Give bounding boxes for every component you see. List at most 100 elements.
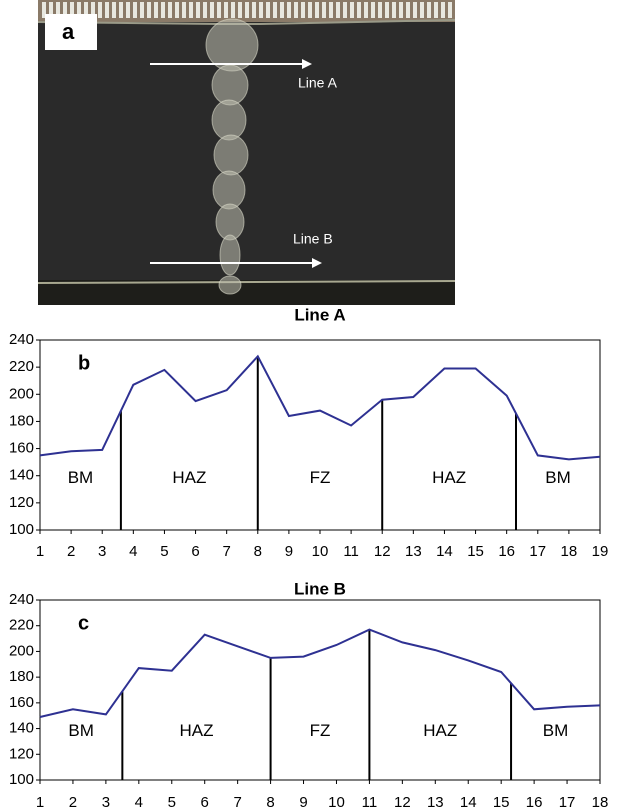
x-tick-label: 4 xyxy=(129,543,137,560)
x-tick-label: 2 xyxy=(69,794,77,811)
ruler-tick xyxy=(98,2,102,18)
y-tick-label: 160 xyxy=(9,694,34,711)
x-tick-label: 11 xyxy=(343,543,359,560)
ruler-tick xyxy=(343,2,347,18)
annotation: Line B xyxy=(293,231,333,247)
ruler-tick xyxy=(182,2,186,18)
label-box xyxy=(45,14,97,50)
ruler-ticks xyxy=(42,2,452,18)
ruler-tick xyxy=(42,2,46,18)
ruler-tick xyxy=(70,2,74,18)
ruler-tick xyxy=(210,2,214,18)
y-tick-label: 140 xyxy=(9,720,34,737)
x-tick-label: 8 xyxy=(254,543,262,560)
ruler-tick xyxy=(287,2,291,18)
x-tick-label: 14 xyxy=(460,794,477,811)
ruler-tick xyxy=(350,2,354,18)
arrowhead xyxy=(302,59,312,69)
ruler-tick xyxy=(133,2,137,18)
ruler-tick xyxy=(371,2,375,18)
y-tick-label: 200 xyxy=(9,385,34,402)
ruler-tick xyxy=(280,2,284,18)
x-tick-label: 17 xyxy=(559,794,576,811)
x-tick-label: 10 xyxy=(328,794,345,811)
x-tick-label: 5 xyxy=(160,543,168,560)
y-tick-label: 120 xyxy=(9,494,34,511)
x-tick-label: 10 xyxy=(312,543,329,560)
ruler-tick xyxy=(315,2,319,18)
ruler-tick xyxy=(336,2,340,18)
y-tick-label: 120 xyxy=(9,745,34,762)
ruler-tick xyxy=(112,2,116,18)
ruler-tick xyxy=(392,2,396,18)
data-line xyxy=(39,354,601,461)
ruler-tick xyxy=(406,2,410,18)
ruler-tick xyxy=(378,2,382,18)
ruler-tick xyxy=(252,2,256,18)
zone-label: HAZ xyxy=(172,468,206,487)
ruler-tick xyxy=(119,2,123,18)
ruler-tick xyxy=(231,2,235,18)
ruler-tick xyxy=(189,2,193,18)
weld-pass xyxy=(211,64,249,106)
chart-title: Line B xyxy=(294,579,346,598)
x-tick-label: 18 xyxy=(561,543,578,560)
ruler-tick xyxy=(329,2,333,18)
panel-label: b xyxy=(78,352,90,374)
zone-label: BM xyxy=(68,721,94,740)
x-tick-label: 2 xyxy=(67,543,75,560)
zone-label: HAZ xyxy=(432,468,466,487)
ruler-tick xyxy=(91,2,95,18)
ruler-tick xyxy=(301,2,305,18)
plate-edge xyxy=(37,280,456,284)
y-tick-label: 220 xyxy=(9,617,34,634)
ruler-tick xyxy=(413,2,417,18)
ruler-tick xyxy=(77,2,81,18)
weld-bead xyxy=(205,18,259,295)
ruler-tick xyxy=(273,2,277,18)
ruler-tick xyxy=(63,2,67,18)
x-tick-label: 16 xyxy=(498,543,515,560)
zone-label: FZ xyxy=(310,721,331,740)
data-line xyxy=(39,628,601,718)
y-tick-label: 140 xyxy=(9,467,34,484)
plate-bottom xyxy=(38,280,455,305)
ruler-tick xyxy=(238,2,242,18)
x-tick-label: 15 xyxy=(467,543,484,560)
weld-pass xyxy=(212,170,246,210)
x-tick-label: 7 xyxy=(233,794,241,811)
ruler-tick xyxy=(245,2,249,18)
x-tick-label: 3 xyxy=(98,543,106,560)
panel-label: a xyxy=(62,19,75,44)
ruler-tick xyxy=(154,2,158,18)
zone-label: BM xyxy=(68,468,94,487)
zone-label: FZ xyxy=(310,468,331,487)
ruler-tick xyxy=(105,2,109,18)
ruler-tick xyxy=(196,2,200,18)
ruler-tick xyxy=(399,2,403,18)
ruler-tick xyxy=(441,2,445,18)
y-tick-label: 100 xyxy=(9,521,34,538)
ruler-tick xyxy=(427,2,431,18)
ruler-tick xyxy=(224,2,228,18)
ruler-tick xyxy=(84,2,88,18)
y-tick-label: 240 xyxy=(9,331,34,348)
zone-label: BM xyxy=(545,468,571,487)
ruler-tick xyxy=(175,2,179,18)
x-tick-label: 9 xyxy=(299,794,307,811)
panel-label: c xyxy=(78,612,89,634)
ruler-tick xyxy=(56,2,60,18)
ruler-tick xyxy=(266,2,270,18)
ruler-tick xyxy=(434,2,438,18)
y-tick-label: 240 xyxy=(9,591,34,608)
ruler-tick xyxy=(322,2,326,18)
chart-title: Line A xyxy=(294,305,345,324)
y-tick-label: 180 xyxy=(9,668,34,685)
x-tick-label: 1 xyxy=(36,543,44,560)
ruler-tick xyxy=(420,2,424,18)
zone-label: HAZ xyxy=(423,721,457,740)
annotation: Line A xyxy=(298,75,338,91)
x-tick-label: 16 xyxy=(526,794,543,811)
ruler-tick xyxy=(168,2,172,18)
x-tick-label: 17 xyxy=(529,543,546,560)
